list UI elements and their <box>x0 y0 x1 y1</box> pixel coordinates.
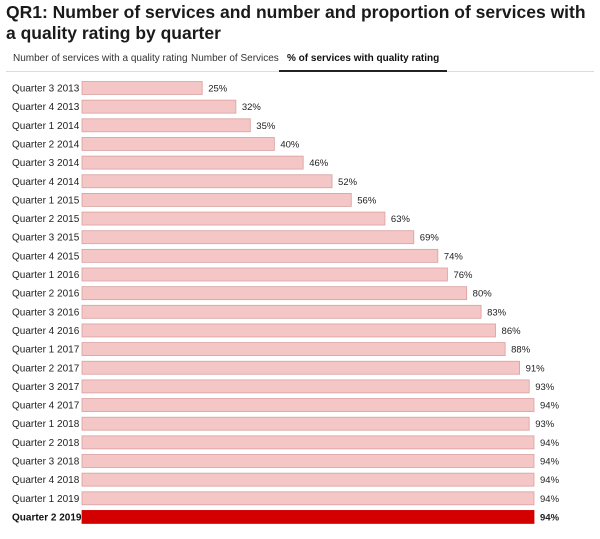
bar[interactable] <box>81 286 468 301</box>
value-label: 69% <box>420 233 440 244</box>
bar[interactable] <box>81 342 506 357</box>
category-label: Quarter 1 2019 <box>12 494 80 505</box>
value-label: 83% <box>487 307 507 318</box>
category-label: Quarter 1 2018 <box>12 419 80 430</box>
category-label: Quarter 4 2018 <box>12 475 80 486</box>
category-label: Quarter 4 2016 <box>12 326 80 337</box>
category-label: Quarter 1 2014 <box>12 121 80 132</box>
category-label: Quarter 2 2015 <box>12 214 80 225</box>
bar[interactable] <box>81 472 535 487</box>
value-label: 46% <box>309 158 329 169</box>
bar[interactable] <box>81 211 386 226</box>
bar[interactable] <box>81 137 275 151</box>
tab-percent-with-rating[interactable]: % of services with quality rating <box>279 51 448 72</box>
value-label: 94% <box>540 401 560 412</box>
bar[interactable] <box>81 304 482 319</box>
bar[interactable] <box>81 155 304 170</box>
value-label: 94% <box>540 438 560 449</box>
value-label: 25% <box>208 84 228 95</box>
bar[interactable] <box>81 491 535 506</box>
value-label: 93% <box>535 419 555 430</box>
category-label: Quarter 1 2015 <box>12 195 80 206</box>
category-label: Quarter 3 2013 <box>12 84 80 95</box>
value-label: 86% <box>502 326 522 337</box>
value-label: 32% <box>242 102 262 113</box>
bar[interactable] <box>81 81 203 95</box>
bar[interactable] <box>81 267 448 282</box>
bar[interactable] <box>81 435 535 450</box>
value-label: 94% <box>540 512 560 523</box>
category-label: Quarter 4 2014 <box>12 177 80 188</box>
tab-bar: Number of services with a quality rating… <box>6 51 594 72</box>
value-label: 63% <box>391 214 411 225</box>
bar[interactable] <box>81 398 535 412</box>
category-label: Quarter 1 2017 <box>12 345 80 356</box>
page-title: QR1: Number of services and number and p… <box>6 2 586 43</box>
bar[interactable] <box>81 192 352 207</box>
value-label: 52% <box>338 177 358 188</box>
bar[interactable] <box>81 230 415 245</box>
bar[interactable] <box>81 454 535 468</box>
category-label: Quarter 4 2017 <box>12 401 80 412</box>
category-label: Quarter 3 2016 <box>12 307 80 318</box>
bar[interactable] <box>81 248 439 263</box>
bar[interactable] <box>81 379 530 394</box>
value-label: 35% <box>256 121 276 132</box>
category-label: Quarter 3 2015 <box>12 233 80 244</box>
value-label: 94% <box>540 475 560 486</box>
category-label: Quarter 3 2018 <box>12 457 80 468</box>
value-label: 91% <box>526 363 546 374</box>
tab-number-of-services[interactable]: Number of Services <box>191 53 279 64</box>
value-label: 80% <box>473 289 493 300</box>
tab-services-with-rating[interactable]: Number of services with a quality rating <box>13 53 188 64</box>
bar[interactable] <box>81 360 520 375</box>
category-label: Quarter 1 2016 <box>12 270 80 281</box>
category-label: Quarter 2 2016 <box>12 289 80 300</box>
value-label: 56% <box>357 195 377 206</box>
category-label: Quarter 3 2014 <box>12 158 80 169</box>
category-label: Quarter 3 2017 <box>12 382 80 393</box>
value-label: 94% <box>540 457 560 468</box>
bar[interactable] <box>81 323 496 338</box>
value-label: 94% <box>540 494 560 505</box>
bar[interactable] <box>81 174 333 189</box>
value-label: 93% <box>535 382 555 393</box>
category-label: Quarter 2 2017 <box>12 363 80 374</box>
category-label: Quarter 4 2015 <box>12 251 80 262</box>
category-label: Quarter 4 2013 <box>12 102 80 113</box>
value-label: 40% <box>280 139 300 150</box>
bar[interactable] <box>81 99 237 114</box>
category-label: Quarter 2 2014 <box>12 139 80 150</box>
value-label: 88% <box>511 345 531 356</box>
value-label: 74% <box>444 251 464 262</box>
bar[interactable] <box>81 510 535 524</box>
bar[interactable] <box>81 118 251 133</box>
category-label: Quarter 2 2019 <box>12 512 82 523</box>
bar[interactable] <box>81 416 530 431</box>
value-label: 76% <box>453 270 473 281</box>
category-label: Quarter 2 2018 <box>12 438 80 449</box>
